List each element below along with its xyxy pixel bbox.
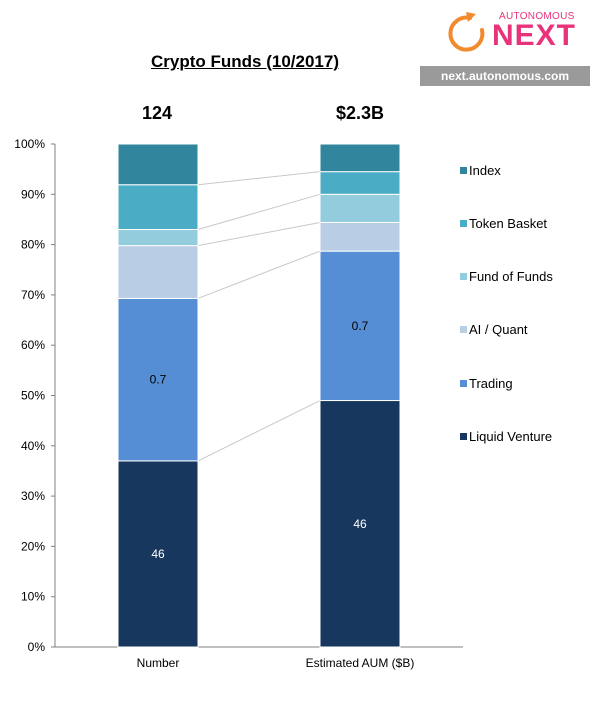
y-tick-label: 60% <box>21 338 45 352</box>
logo-small-text: AUTONOMOUS <box>499 11 575 22</box>
y-tick-label: 20% <box>21 539 45 553</box>
y-tick-label: 100% <box>14 137 45 151</box>
legend-swatch <box>460 380 467 387</box>
bar-segments: 46 0.7 46 0.7 <box>117 143 401 648</box>
bar-segment <box>319 400 401 648</box>
legend-label: AI / Quant <box>469 322 528 337</box>
legend-swatch <box>460 220 467 227</box>
connector-line <box>197 221 321 247</box>
chart-title: Crypto Funds (10/2017) <box>151 52 339 71</box>
y-tick-label: 30% <box>21 489 45 503</box>
y-tick-label: 40% <box>21 439 45 453</box>
logo-ring-icon <box>448 12 485 52</box>
bar-segment <box>117 184 199 231</box>
connector-line <box>197 171 321 186</box>
bar-segment <box>117 143 199 186</box>
x-axis-labels: Number Estimated AUM ($B) <box>137 656 415 670</box>
x-tick-label: Estimated AUM ($B) <box>306 656 415 670</box>
y-tick-label: 70% <box>21 288 45 302</box>
logo-big-text: NEXT <box>492 19 577 52</box>
bar-segment <box>117 229 199 247</box>
website-url: next.autonomous.com <box>420 66 590 86</box>
data-label: 46 <box>353 517 367 531</box>
bar-segment <box>117 297 199 462</box>
data-label: 0.7 <box>150 373 167 387</box>
legend-label: Trading <box>469 376 513 391</box>
bar-segment <box>117 460 199 648</box>
bar-segment <box>319 221 401 252</box>
y-tick-label: 50% <box>21 389 45 403</box>
bar-segment <box>319 193 401 223</box>
connector-lines <box>197 171 321 462</box>
legend: Index Token Basket Fund of Funds AI / Quant… <box>460 163 553 444</box>
connector-line <box>197 400 321 462</box>
connector-line <box>197 250 321 299</box>
legend-swatch <box>460 273 467 280</box>
legend-swatch <box>460 167 467 174</box>
bar-segment <box>319 171 401 195</box>
y-tick-label: 10% <box>21 590 45 604</box>
legend-label: Liquid Venture <box>469 429 552 444</box>
bar-segment <box>319 143 401 173</box>
y-tick-label: 80% <box>21 238 45 252</box>
y-tick-label: 0% <box>28 640 46 654</box>
connector-line <box>197 193 321 230</box>
legend-label: Index <box>469 163 501 178</box>
legend-swatch <box>460 433 467 440</box>
data-label: 0.7 <box>352 319 369 333</box>
y-tick-label: 90% <box>21 187 45 201</box>
legend-swatch <box>460 326 467 333</box>
y-axis-ticks: 0% 10% 20% 30% 40% 50% 60% 70% 80% 90% 100% <box>14 137 55 654</box>
bar-segment <box>319 250 401 402</box>
x-tick-label: Number <box>137 656 180 670</box>
total-label-number: 124 <box>141 103 173 123</box>
data-label: 46 <box>151 547 165 561</box>
bar-segment <box>117 245 199 299</box>
total-label-aum: $2.3B <box>335 103 385 123</box>
legend-label: Token Basket <box>469 216 547 231</box>
legend-label: Fund of Funds <box>469 269 553 284</box>
